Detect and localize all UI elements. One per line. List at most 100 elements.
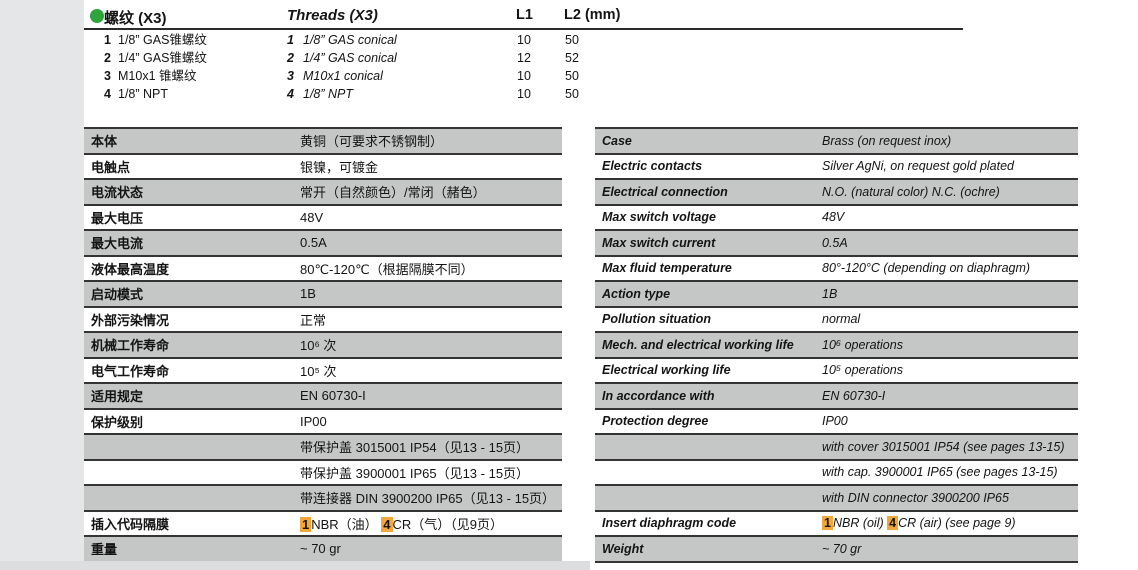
thread-l2-value: 50 [565, 87, 579, 101]
spec-value: 1B [300, 286, 316, 302]
spec-row: 电触点 银镍，可镀金 [84, 154, 562, 180]
spec-row: 机械工作寿命 10⁶ 次 [84, 333, 562, 359]
spec-value-text: CR (air) (see page 9) [898, 516, 1016, 531]
thread-name-cn: 1/8” NPT [118, 87, 169, 101]
spec-row: 启动模式 1B [84, 282, 562, 308]
spec-label: 外部污染情况 [91, 312, 170, 328]
spec-row: with DIN connector 3900200 IP65 [595, 486, 1078, 512]
spec-row: 重量 ~ 70 gr [84, 537, 562, 563]
spec-label: Action type [602, 286, 671, 301]
spec-row: Case Brass (on request inox) [595, 129, 1078, 155]
threads-col-l2: L2 (mm) [564, 7, 621, 23]
thread-name-en: 1/8” NPT [303, 87, 354, 101]
threads-col-l1: L1 [516, 7, 533, 23]
spec-value: 10⁶ 次 [300, 338, 337, 354]
spec-row: 带保护盖 3900001 IP65（见13 - 15页） [84, 460, 562, 486]
spec-label: Pollution situation [602, 312, 712, 327]
spec-label: 最大电流 [91, 236, 144, 252]
page-left-margin [0, 0, 84, 570]
spec-value-text: NBR（油） [311, 516, 382, 532]
spec-label: 保护级别 [91, 414, 144, 430]
thread-number-cn: 3 [104, 69, 111, 83]
spec-value: 48V [300, 209, 324, 225]
spec-value: EN 60730-I [300, 388, 366, 404]
spec-table-en: Case Brass (on request inox) Electric cont… [595, 127, 1078, 563]
spec-label: 电触点 [91, 159, 131, 175]
page-bottom-edge [0, 561, 590, 570]
spec-label: 机械工作寿命 [91, 338, 170, 354]
spec-value: 80°-120°C (depending on diaphragm) [822, 261, 1031, 276]
thread-name-en: 1/8” GAS conical [303, 33, 397, 47]
spec-row: Max switch voltage 48V [595, 205, 1078, 231]
thread-number-cn: 4 [104, 87, 111, 101]
spec-value: normal [822, 312, 861, 327]
spec-value: 带保护盖 3015001 IP54（见13 - 15页） [300, 440, 530, 456]
spec-row: 适用规定 EN 60730-I [84, 384, 562, 410]
spec-value: Brass (on request inox) [822, 133, 952, 148]
spec-value: with cap. 3900001 IP65 (see pages 13-15) [822, 465, 1058, 480]
spec-row: 最大电流 0.5A [84, 231, 562, 257]
spec-value: 带保护盖 3900001 IP65（见13 - 15页） [300, 465, 530, 481]
thread-l1-value: 12 [517, 51, 531, 65]
spec-row: Max switch current 0.5A [595, 231, 1078, 257]
diaphragm-code-badge: 1 [300, 516, 312, 532]
spec-value: ~ 70 gr [300, 541, 341, 557]
spec-row: 带保护盖 3015001 IP54（见13 - 15页） [84, 435, 562, 461]
spec-row: Electrical working life 10⁵ operations [595, 358, 1078, 384]
thread-l2-value: 52 [565, 51, 579, 65]
spec-label: Mech. and electrical working life [602, 337, 794, 352]
spec-label: Weight [602, 541, 644, 556]
spec-value: 1 NBR（油） 4 CR（气）（见9页） [300, 514, 562, 533]
thread-row: 4 1/8” NPT 4 1/8” NPT 10 50 [84, 85, 984, 103]
spec-row: 插入代码隔膜 1 NBR（油） 4 CR（气）（见9页） [84, 511, 562, 537]
spec-value: 银镍，可镀金 [300, 159, 379, 175]
thread-number-cn: 1 [104, 33, 111, 47]
spec-label: In accordance with [602, 388, 715, 403]
spec-row: 本体 黄铜（可要求不锈钢制） [84, 129, 562, 155]
spec-row: with cap. 3900001 IP65 (see pages 13-15) [595, 460, 1078, 486]
spec-row: 外部污染情况 正常 [84, 307, 562, 333]
thread-row: 2 1/4” GAS锥螺纹 2 1/4” GAS conical 12 52 [84, 49, 984, 67]
spec-value: with DIN connector 3900200 IP65 [822, 490, 1009, 505]
spec-label: Max switch voltage [602, 210, 716, 225]
spec-label: Max switch current [602, 235, 716, 250]
spec-row: In accordance with EN 60730-I [595, 384, 1078, 410]
spec-value: 10⁵ operations [822, 363, 904, 378]
spec-value: with cover 3015001 IP54 (see pages 13-15… [822, 439, 1065, 454]
spec-row: Insert diaphragm code 1 NBR (oil) 4 CR (air… [595, 511, 1078, 537]
spec-row: Electric contacts Silver AgNi, on request… [595, 154, 1078, 180]
spec-value: IP00 [300, 413, 327, 429]
spec-label: 重量 [91, 542, 118, 558]
thread-number-en: 1 [287, 33, 294, 47]
thread-name-cn: 1/8” GAS锥螺纹 [118, 33, 207, 47]
threads-title-cn: 螺纹 (X3) [104, 10, 167, 27]
spec-row: 带连接器 DIN 3900200 IP65（见13 - 15页） [84, 486, 562, 512]
spec-label: 适用规定 [91, 389, 144, 405]
spec-label: Electrical connection [602, 184, 728, 199]
spec-label: Insert diaphragm code [602, 516, 737, 531]
spec-value: 黄铜（可要求不锈钢制） [300, 134, 444, 150]
diaphragm-code-badge: 1 [822, 516, 833, 531]
spec-row: 最大电压 48V [84, 205, 562, 231]
spec-value: N.O. (natural color) N.C. (ochre) [822, 184, 1000, 199]
spec-value: 正常 [300, 312, 327, 328]
thread-number-en: 2 [287, 51, 294, 65]
thread-name-en: M10x1 conical [303, 69, 383, 83]
thread-name-cn: 1/4” GAS锥螺纹 [118, 51, 207, 65]
spec-value: 10⁵ 次 [300, 363, 337, 379]
spec-value: ~ 70 gr [822, 541, 862, 556]
spec-value-text: NBR (oil) [832, 516, 888, 531]
spec-value: EN 60730-I [822, 388, 886, 403]
spec-label: 液体最高温度 [91, 261, 170, 277]
spec-label: 电流状态 [91, 185, 144, 201]
spec-value: IP00 [822, 414, 848, 429]
spec-value: 1 NBR (oil) 4 CR (air) (see page 9) [822, 516, 1078, 531]
thread-row: 1 1/8” GAS锥螺纹 1 1/8” GAS conical 10 50 [84, 31, 984, 49]
spec-value-text: CR（气）（见9页） [392, 516, 504, 532]
spec-label: Electrical working life [602, 363, 731, 378]
thread-number-cn: 2 [104, 51, 111, 65]
thread-l2-value: 50 [565, 69, 579, 83]
spec-row: Action type 1B [595, 282, 1078, 308]
spec-value: Silver AgNi, on request gold plated [822, 159, 1015, 174]
